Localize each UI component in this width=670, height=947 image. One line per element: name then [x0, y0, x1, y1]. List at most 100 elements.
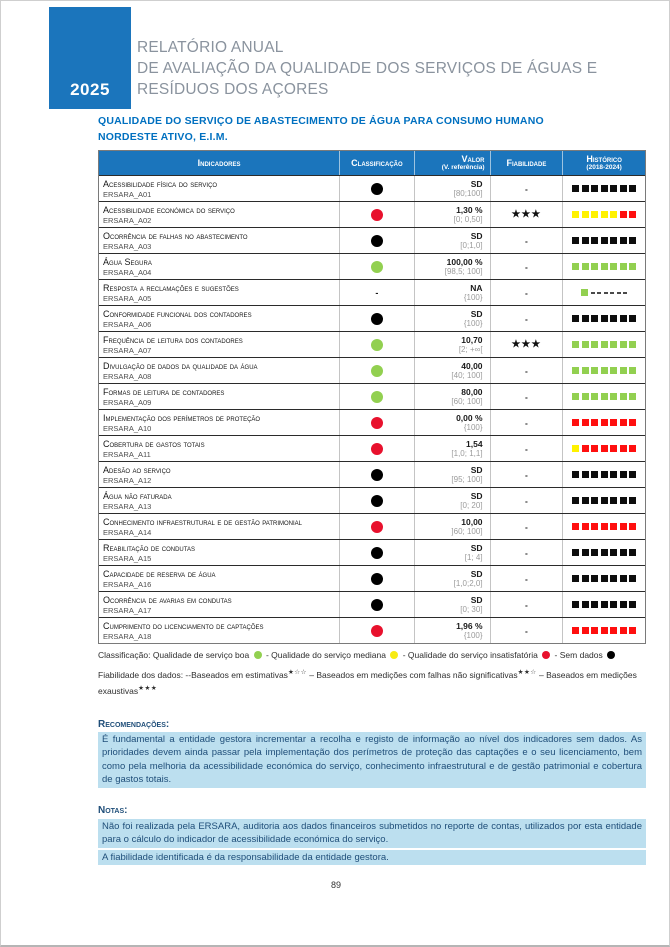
- classification-cell: [339, 436, 414, 461]
- table-row: Formas de leitura de contadores ERSARA_A0…: [99, 383, 645, 409]
- square-black-icon: [600, 315, 608, 322]
- dot-green-icon: [253, 651, 262, 659]
- square-green-icon: [629, 393, 637, 400]
- square-black-icon: [610, 237, 618, 244]
- indicator-name: Implementação dos perímetros de proteção: [103, 412, 261, 423]
- recommendations-text: É fundamental a entidade gestora increme…: [98, 731, 646, 788]
- square-green-icon: [591, 393, 599, 400]
- value-cell: SD [0;1,0]: [413, 228, 490, 253]
- table-row: Cobertura de gastos totais ERSARA_A11 1,54…: [99, 435, 645, 461]
- square-black-icon: [619, 315, 627, 322]
- value-reference: [1; 4]: [464, 552, 483, 562]
- indicator-cell: Conformidade funcional dos contadores ERS…: [99, 306, 339, 331]
- square-red-icon: [629, 211, 637, 218]
- classification-cell: [339, 202, 414, 227]
- square-black-icon: [581, 471, 589, 478]
- square-black-icon: [581, 549, 589, 556]
- indicator-name: Água Segura: [103, 256, 152, 267]
- square-green-icon: [572, 341, 580, 348]
- dot-red-icon: [542, 651, 551, 659]
- square-black-icon: [591, 575, 599, 582]
- indicator-code: ERSARA_A13: [103, 501, 152, 511]
- square-black-icon: [591, 497, 599, 504]
- value-reference: [0; 0,50]: [453, 214, 483, 224]
- year-label: 2025: [70, 80, 110, 99]
- value-main: 40,00: [461, 360, 483, 371]
- value-cell: 1,96 % {100}: [413, 618, 490, 643]
- dot-black-icon: [370, 182, 383, 195]
- square-green-icon: [572, 393, 580, 400]
- col-header-historico-main: Histórico: [586, 154, 622, 164]
- value-main: SD: [470, 568, 483, 579]
- classification-cell: [339, 592, 414, 617]
- reliability-cell: -: [489, 488, 563, 513]
- square-black-icon: [629, 549, 637, 556]
- dot-green-icon: [370, 338, 383, 351]
- square-black-icon: [600, 185, 608, 192]
- table-row: Ocorrência de falhas no abastecimento ERS…: [99, 227, 645, 253]
- classification-cell: [339, 176, 414, 201]
- indicator-code: ERSARA_A04: [103, 267, 152, 277]
- value-main: 1,96 %: [456, 620, 483, 631]
- reliability-cell: -: [489, 306, 563, 331]
- reliability-cell: -: [489, 462, 563, 487]
- reliability-legend-prefix: Fiabilidade dos dados:: [98, 669, 186, 680]
- table-row: Capacidade de reserva de água ERSARA_A16 S…: [99, 565, 645, 591]
- classification-legend: Classificação: Qualidade de serviço boa …: [98, 648, 646, 662]
- classification-cell: [339, 306, 414, 331]
- dot-green-icon: [370, 364, 383, 377]
- reliability-dash: -: [525, 625, 528, 636]
- value-reference: [80;100]: [453, 188, 483, 198]
- classification-cell: [339, 566, 414, 591]
- classification-cell: [339, 514, 414, 539]
- square-green-icon: [581, 393, 589, 400]
- indicator-code: ERSARA_A08: [103, 371, 152, 381]
- value-reference: {100}: [463, 318, 483, 328]
- square-green-icon: [572, 367, 580, 374]
- history-cell: [562, 384, 645, 409]
- reliability-stars-icon: ★★★: [511, 339, 542, 350]
- year-box: 2025: [49, 7, 131, 109]
- indicator-cell: Cumprimento do licenciamento de captaçõe…: [99, 618, 339, 643]
- section-title-line2: NORDESTE ATIVO, E.I.M.: [98, 131, 228, 143]
- col-header-fiabilidade: Fiabilidade: [489, 151, 563, 175]
- table-row: Adesão ao serviço ERSARA_A12 SD [95; 100] -: [99, 461, 645, 487]
- reliability-cell: -: [489, 384, 563, 409]
- square-green-icon: [581, 263, 589, 270]
- square-red-icon: [610, 523, 618, 530]
- reliability-dash: -: [525, 547, 528, 558]
- value-main: 100,00 %: [446, 256, 483, 267]
- history-cell: [562, 228, 645, 253]
- reliability-stars-icon: ★★★: [511, 209, 542, 220]
- value-cell: SD [95; 100]: [413, 462, 490, 487]
- value-reference: {100}: [463, 630, 483, 640]
- value-main: SD: [470, 542, 483, 553]
- indicator-cell: Resposta a reclamações e sugestões ERSARA…: [99, 280, 339, 305]
- indicator-code: ERSARA_A03: [103, 241, 152, 251]
- value-main: SD: [470, 594, 483, 605]
- history-dash-icon: [610, 291, 615, 294]
- value-cell: 80,00 [60; 100]: [413, 384, 490, 409]
- reliability-cell: ★★★: [489, 332, 563, 357]
- square-black-icon: [572, 549, 580, 556]
- value-reference: [0;1,0]: [460, 240, 483, 250]
- table-row: Água não faturada ERSARA_A13 SD [0; 20] -: [99, 487, 645, 513]
- value-cell: SD [1,0;2,0]: [413, 566, 490, 591]
- indicator-name: Frequência de leitura dos contadores: [103, 334, 243, 345]
- reliability-cell: -: [489, 540, 563, 565]
- value-cell: 100,00 % [98,5; 100]: [413, 254, 490, 279]
- indicator-name: Água não faturada: [103, 490, 172, 501]
- value-main: SD: [470, 178, 483, 189]
- square-red-icon: [591, 445, 599, 452]
- reliability-dash: -: [525, 391, 528, 402]
- square-red-icon: [610, 419, 618, 426]
- square-green-icon: [629, 263, 637, 270]
- square-black-icon: [619, 575, 627, 582]
- square-yellow-icon: [581, 211, 589, 218]
- dot-black-icon: [370, 546, 383, 559]
- reliability-stars-icon: ★★★: [138, 684, 158, 692]
- dot-red-icon: [370, 208, 383, 221]
- reliability-legend-label: --Baseados em estimativas: [185, 669, 288, 680]
- table-header: Indicadores Classificação Valor (V. refe…: [99, 151, 645, 175]
